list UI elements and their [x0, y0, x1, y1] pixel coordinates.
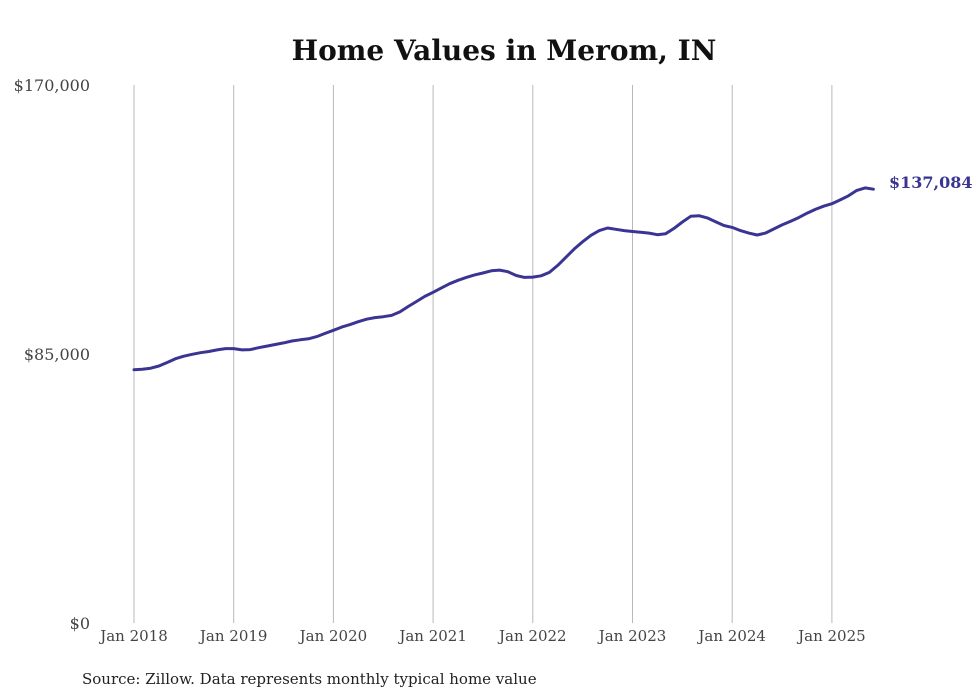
x-tick-label: Jan 2023	[597, 627, 667, 645]
source-note: Source: Zillow. Data represents monthly …	[82, 670, 537, 688]
home-value-series-line	[132, 186, 875, 372]
y-tick-label: $0	[70, 614, 90, 633]
x-tick-label: Jan 2019	[198, 627, 268, 645]
y-tick-label: $85,000	[24, 345, 90, 364]
x-axis-ticks: Jan 2018 Jan 2019 Jan 2020 Jan 2021 Jan 2022…	[98, 627, 865, 645]
vertical-gridlines	[133, 85, 833, 623]
x-tick-label: Jan 2025	[796, 627, 866, 645]
x-tick-label: Jan 2021	[397, 627, 467, 645]
x-tick-label: Jan 2022	[497, 627, 567, 645]
x-tick-label: Jan 2024	[696, 627, 766, 645]
y-axis-ticks: $0 $85,000 $170,000	[14, 76, 90, 633]
x-tick-label: Jan 2020	[298, 627, 368, 645]
x-tick-label: Jan 2018	[98, 627, 168, 645]
y-tick-label: $170,000	[14, 76, 90, 95]
chart-title: Home Values in Merom, IN	[292, 34, 717, 67]
latest-value-label: $137,084	[889, 173, 973, 192]
